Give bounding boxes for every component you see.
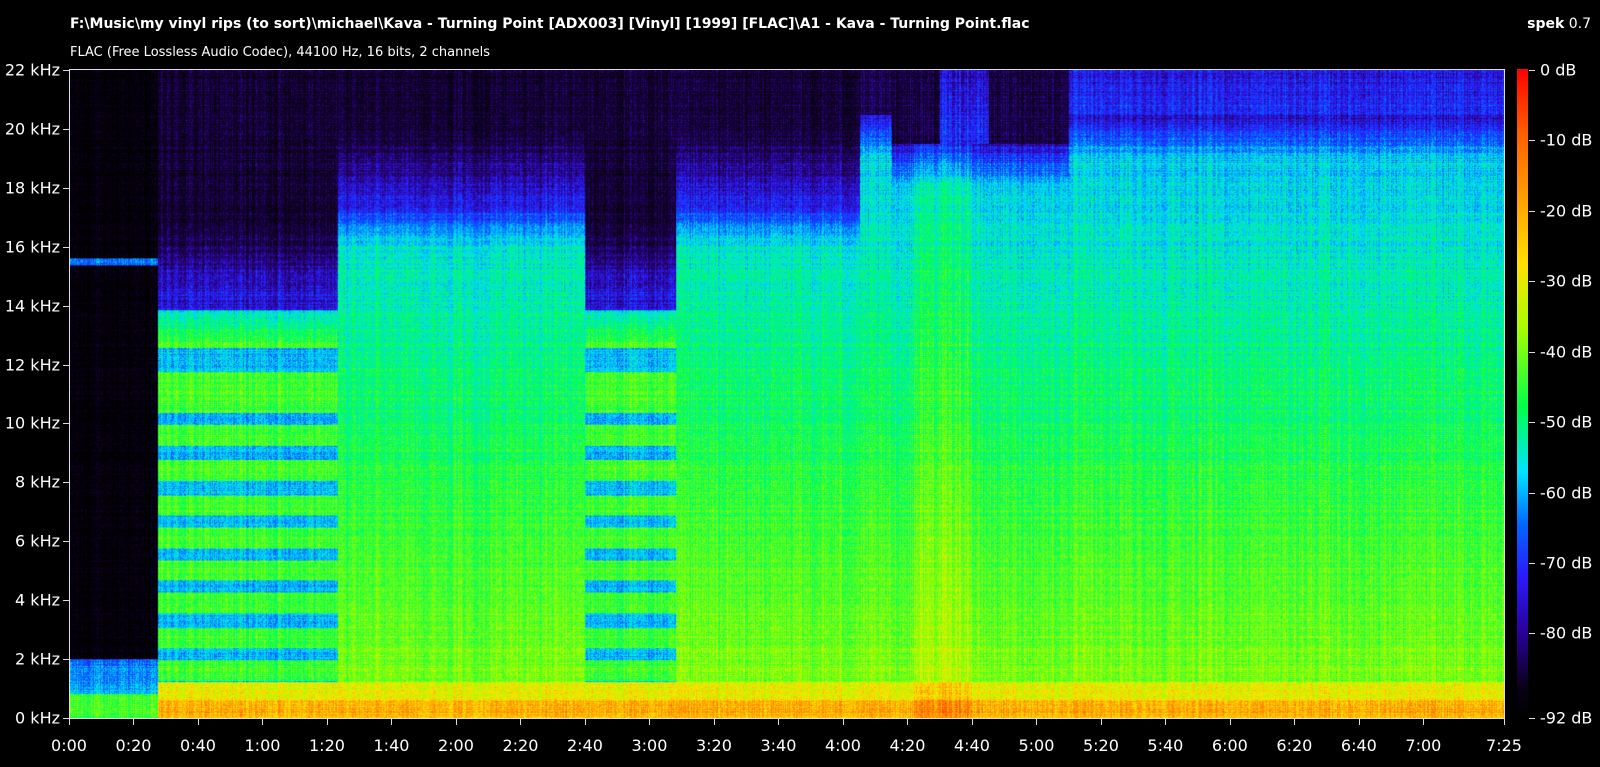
app-version: 0.7	[1568, 16, 1591, 32]
frequency-tick-label: 4 kHz	[15, 590, 60, 610]
frequency-tick-label: 12 kHz	[4, 355, 60, 375]
db-tick-label: -30 dB	[1540, 271, 1593, 291]
time-tick-label: 1:20	[309, 736, 345, 755]
time-tick-label: 3:40	[760, 736, 797, 755]
frequency-tick-mark	[63, 600, 69, 602]
db-tick-label: -92 dB	[1540, 708, 1593, 728]
time-tick-mark	[133, 719, 135, 725]
time-tick-mark	[1504, 719, 1505, 725]
frequency-tick-mark	[63, 246, 69, 248]
db-tick-mark	[1529, 492, 1535, 494]
time-tick-label: 0:00	[51, 736, 87, 755]
time-tick-label: 2:00	[437, 736, 474, 755]
frequency-tick-label: 20 kHz	[4, 119, 60, 139]
time-tick-label: 6:40	[1340, 736, 1377, 755]
time-tick-label: 2:40	[566, 736, 603, 755]
db-tick-mark	[1529, 140, 1535, 142]
frequency-tick-mark	[63, 482, 69, 484]
time-tick-mark	[391, 719, 393, 725]
time-tick-mark	[455, 719, 457, 725]
db-tick-mark	[1529, 422, 1535, 424]
time-tick-label: 1:40	[373, 736, 410, 755]
app-name: spek	[1527, 16, 1565, 32]
frequency-tick-label: 22 kHz	[4, 60, 60, 80]
time-tick-label: 4:40	[953, 736, 990, 755]
time-tick-label: 6:20	[1276, 736, 1313, 755]
time-tick-mark	[971, 719, 973, 725]
frequency-tick-label: 18 kHz	[4, 178, 60, 198]
db-tick-mark	[1529, 563, 1535, 565]
db-tick-label: -80 dB	[1540, 623, 1593, 643]
time-tick-mark	[1229, 719, 1231, 725]
frequency-tick-label: 0 kHz	[15, 708, 60, 728]
time-tick-mark	[520, 719, 522, 725]
file-path-title: F:\Music\my vinyl rips (to sort)\michael…	[70, 16, 1030, 32]
db-tick-mark	[1529, 281, 1535, 283]
time-tick-label: 5:00	[1018, 736, 1055, 755]
time-tick-mark	[326, 719, 328, 725]
time-tick-mark	[69, 719, 70, 725]
time-tick-label: 7:00	[1405, 736, 1442, 755]
time-tick-label: 3:20	[695, 736, 732, 755]
db-tick-mark	[1529, 718, 1535, 719]
frequency-tick-mark	[63, 718, 69, 719]
time-tick-label: 7:25	[1486, 736, 1522, 755]
db-tick-label: -40 dB	[1540, 342, 1593, 362]
time-tick-mark	[1423, 719, 1425, 725]
time-tick-mark	[584, 719, 586, 725]
time-tick-label: 5:40	[1147, 736, 1184, 755]
db-tick-label: -60 dB	[1540, 483, 1593, 503]
time-tick-mark	[1100, 719, 1102, 725]
db-tick-label: -20 dB	[1540, 201, 1593, 221]
frequency-tick-label: 14 kHz	[4, 296, 60, 316]
db-tick-label: -70 dB	[1540, 553, 1593, 573]
spectrogram-plot	[69, 69, 1505, 719]
app-name-version: spek 0.7	[1527, 16, 1591, 32]
frequency-tick-label: 2 kHz	[15, 649, 60, 669]
db-tick-label: 0 dB	[1540, 60, 1577, 80]
frequency-tick-label: 6 kHz	[15, 531, 60, 551]
time-tick-mark	[713, 719, 715, 725]
time-tick-label: 4:00	[824, 736, 861, 755]
frequency-tick-mark	[63, 128, 69, 130]
time-tick-label: 0:20	[115, 736, 152, 755]
time-tick-label: 1:00	[244, 736, 281, 755]
db-tick-mark	[1529, 633, 1535, 635]
time-tick-mark	[262, 719, 264, 725]
frequency-tick-label: 8 kHz	[15, 472, 60, 492]
frequency-tick-mark	[63, 541, 69, 543]
frequency-tick-mark	[63, 364, 69, 366]
db-tick-mark	[1529, 351, 1535, 353]
db-tick-mark	[1529, 210, 1535, 212]
time-tick-label: 2:20	[502, 736, 539, 755]
time-tick-label: 6:00	[1211, 736, 1248, 755]
db-tick-label: -10 dB	[1540, 130, 1593, 150]
frequency-tick-mark	[63, 305, 69, 307]
frequency-tick-mark	[63, 659, 69, 661]
db-tick-label: -50 dB	[1540, 412, 1593, 432]
time-tick-mark	[778, 719, 780, 725]
frequency-tick-label: 16 kHz	[4, 237, 60, 257]
time-tick-mark	[1358, 719, 1360, 725]
time-tick-label: 0:40	[180, 736, 216, 755]
time-tick-mark	[1036, 719, 1038, 725]
time-tick-label: 3:00	[631, 736, 668, 755]
audio-format-info: FLAC (Free Lossless Audio Codec), 44100 …	[70, 45, 490, 60]
time-tick-mark	[842, 719, 844, 725]
time-tick-label: 5:20	[1082, 736, 1119, 755]
time-tick-mark	[907, 719, 909, 725]
frequency-tick-mark	[63, 70, 69, 71]
time-tick-mark	[649, 719, 651, 725]
db-tick-mark	[1529, 70, 1535, 71]
time-tick-mark	[197, 719, 199, 725]
frequency-tick-label: 10 kHz	[4, 413, 60, 433]
db-color-scale	[1517, 69, 1528, 719]
time-tick-mark	[1294, 719, 1296, 725]
frequency-tick-mark	[63, 187, 69, 189]
time-tick-label: 4:20	[889, 736, 926, 755]
time-tick-mark	[1165, 719, 1167, 725]
frequency-tick-mark	[63, 423, 69, 425]
